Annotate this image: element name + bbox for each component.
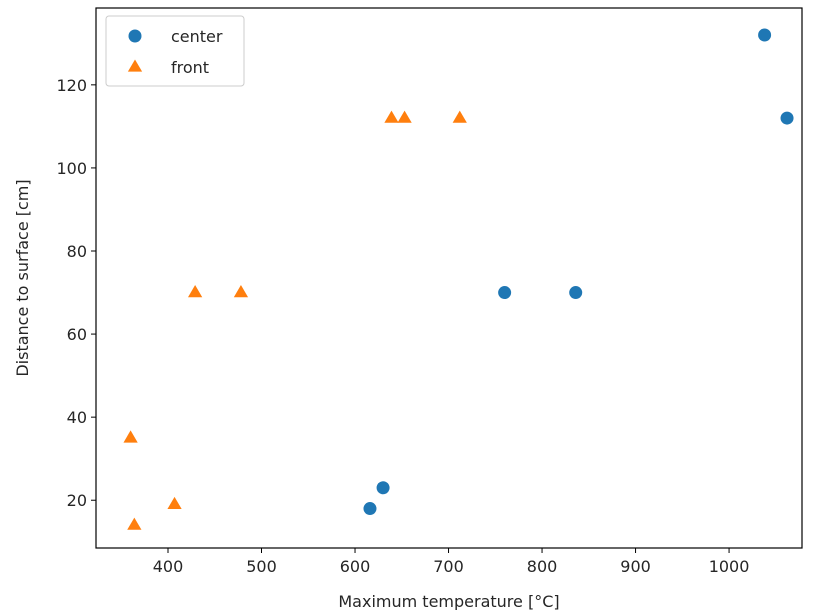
legend-marker-center (128, 29, 142, 43)
point-front (452, 110, 467, 123)
point-front (123, 430, 138, 443)
y-tick-label: 120 (56, 76, 87, 95)
x-tick-label: 400 (153, 557, 184, 576)
x-tick-label: 900 (620, 557, 651, 576)
point-front (397, 110, 412, 123)
y-tick-label: 100 (56, 159, 87, 178)
y-tick-label: 60 (67, 325, 87, 344)
point-front (233, 285, 249, 298)
point-front (127, 517, 142, 530)
x-tick-label: 500 (246, 557, 277, 576)
data-points (123, 28, 794, 530)
legend-label-center: center (171, 27, 223, 46)
point-center (569, 286, 583, 300)
point-center (376, 481, 390, 495)
legend-label-front: front (171, 58, 209, 77)
y-axis-ticks: 20 40 60 80 100 120 (56, 76, 96, 510)
point-center (498, 286, 512, 300)
y-tick-label: 20 (67, 491, 87, 510)
point-front (187, 285, 203, 298)
y-tick-label: 40 (67, 408, 87, 427)
y-tick-label: 80 (67, 242, 87, 261)
legend: center front (105, 15, 245, 87)
y-axis-label: Distance to surface [cm] (13, 179, 32, 376)
plot-area-frame (95, 7, 803, 549)
point-center (363, 502, 377, 516)
x-axis-ticks: 400 500 600 700 800 900 1000 (153, 548, 750, 576)
point-center (780, 111, 794, 125)
legend-marker-front (127, 59, 143, 72)
point-front (167, 496, 182, 510)
x-tick-label: 700 (433, 557, 464, 576)
x-tick-label: 600 (340, 557, 371, 576)
x-tick-label: 800 (527, 557, 558, 576)
point-front (384, 110, 399, 123)
x-axis-label: Maximum temperature [°C] (338, 592, 559, 610)
x-tick-label: 1000 (709, 557, 750, 576)
point-center (758, 28, 772, 42)
